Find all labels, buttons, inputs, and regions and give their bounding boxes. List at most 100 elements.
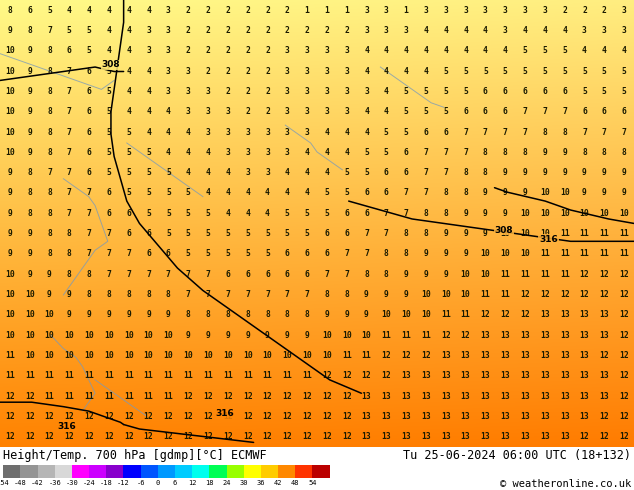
Bar xyxy=(226,465,243,478)
Text: 6: 6 xyxy=(582,107,587,116)
Text: 7: 7 xyxy=(205,270,210,279)
Text: 7: 7 xyxy=(562,107,567,116)
Text: 13: 13 xyxy=(461,371,470,380)
Text: 13: 13 xyxy=(481,392,490,401)
Text: 9: 9 xyxy=(205,331,210,340)
Text: 2: 2 xyxy=(285,6,290,15)
Text: 6: 6 xyxy=(384,189,389,197)
Text: 5: 5 xyxy=(443,87,448,96)
Text: 4: 4 xyxy=(205,148,210,157)
Text: 4: 4 xyxy=(384,46,389,55)
Text: 13: 13 xyxy=(579,351,590,360)
Text: 5: 5 xyxy=(126,148,131,157)
Text: 5: 5 xyxy=(146,148,151,157)
Text: 6: 6 xyxy=(87,127,91,137)
Text: 7: 7 xyxy=(325,270,329,279)
Text: 12: 12 xyxy=(302,412,312,421)
Text: 3: 3 xyxy=(285,46,290,55)
Text: 10: 10 xyxy=(520,229,530,238)
Text: 10: 10 xyxy=(540,229,550,238)
Text: 4: 4 xyxy=(226,168,230,177)
Text: 3: 3 xyxy=(285,148,290,157)
Bar xyxy=(3,465,20,478)
Text: 12: 12 xyxy=(520,310,530,319)
Text: 7: 7 xyxy=(126,270,131,279)
Text: 3: 3 xyxy=(522,6,527,15)
Text: 10: 10 xyxy=(382,310,391,319)
Text: 3: 3 xyxy=(325,67,329,75)
Text: 5: 5 xyxy=(404,127,408,137)
Text: 5: 5 xyxy=(186,229,191,238)
Text: 13: 13 xyxy=(421,432,431,441)
Text: 5: 5 xyxy=(503,67,508,75)
Text: 7: 7 xyxy=(364,249,369,258)
Text: 13: 13 xyxy=(599,331,609,340)
Text: 9: 9 xyxy=(27,46,32,55)
Text: 10: 10 xyxy=(25,351,35,360)
Text: 9: 9 xyxy=(107,310,112,319)
Text: 11: 11 xyxy=(164,392,173,401)
Text: 9: 9 xyxy=(443,229,448,238)
Text: 13: 13 xyxy=(382,392,391,401)
Text: 2: 2 xyxy=(265,46,270,55)
Text: 9: 9 xyxy=(424,249,429,258)
Text: 6: 6 xyxy=(285,270,290,279)
Text: 4: 4 xyxy=(245,209,250,218)
Text: 5: 5 xyxy=(205,249,210,258)
Text: 9: 9 xyxy=(364,290,369,299)
Text: 8: 8 xyxy=(146,290,151,299)
Text: 9: 9 xyxy=(463,209,468,218)
Text: 5: 5 xyxy=(226,249,230,258)
Text: 12: 12 xyxy=(342,412,352,421)
Text: 8: 8 xyxy=(47,249,52,258)
Text: 4: 4 xyxy=(325,148,329,157)
Text: 3: 3 xyxy=(364,6,369,15)
Text: 13: 13 xyxy=(500,392,510,401)
Text: 9: 9 xyxy=(483,189,488,197)
Text: 9: 9 xyxy=(562,148,567,157)
Text: 12: 12 xyxy=(401,351,411,360)
Text: 13: 13 xyxy=(579,310,590,319)
Text: 7: 7 xyxy=(67,87,72,96)
Text: 5: 5 xyxy=(325,189,329,197)
Text: 12: 12 xyxy=(619,412,629,421)
Text: 10: 10 xyxy=(599,209,609,218)
Text: 3: 3 xyxy=(305,67,309,75)
Text: 9: 9 xyxy=(602,168,607,177)
Text: 2: 2 xyxy=(265,107,270,116)
Text: 2: 2 xyxy=(245,6,250,15)
Text: 13: 13 xyxy=(540,331,550,340)
Text: 7: 7 xyxy=(126,249,131,258)
Text: 5: 5 xyxy=(364,168,369,177)
Text: 2: 2 xyxy=(226,67,230,75)
Text: 6: 6 xyxy=(265,270,270,279)
Text: 9: 9 xyxy=(443,249,448,258)
Text: 12: 12 xyxy=(203,432,213,441)
Text: 12: 12 xyxy=(619,392,629,401)
Text: 5: 5 xyxy=(483,67,488,75)
Text: 10: 10 xyxy=(579,209,590,218)
Text: 9: 9 xyxy=(582,189,587,197)
Text: 12: 12 xyxy=(65,432,74,441)
Text: 2: 2 xyxy=(186,46,191,55)
Text: 12: 12 xyxy=(84,432,94,441)
Text: 2: 2 xyxy=(245,107,250,116)
Text: 2: 2 xyxy=(265,6,270,15)
Text: 3: 3 xyxy=(265,168,270,177)
Text: 13: 13 xyxy=(520,432,530,441)
Text: 10: 10 xyxy=(5,46,15,55)
Text: 5: 5 xyxy=(146,209,151,218)
Text: 12: 12 xyxy=(282,432,292,441)
Text: 12: 12 xyxy=(5,412,15,421)
Text: 11: 11 xyxy=(540,249,550,258)
Text: 13: 13 xyxy=(421,371,431,380)
Text: 3: 3 xyxy=(166,46,171,55)
Text: 12: 12 xyxy=(322,432,332,441)
Text: 6: 6 xyxy=(602,107,607,116)
Text: 4: 4 xyxy=(205,168,210,177)
Text: 7: 7 xyxy=(543,107,547,116)
Text: 5: 5 xyxy=(384,127,389,137)
Text: 12: 12 xyxy=(124,412,134,421)
Text: 8: 8 xyxy=(67,270,72,279)
Text: 10: 10 xyxy=(124,331,134,340)
